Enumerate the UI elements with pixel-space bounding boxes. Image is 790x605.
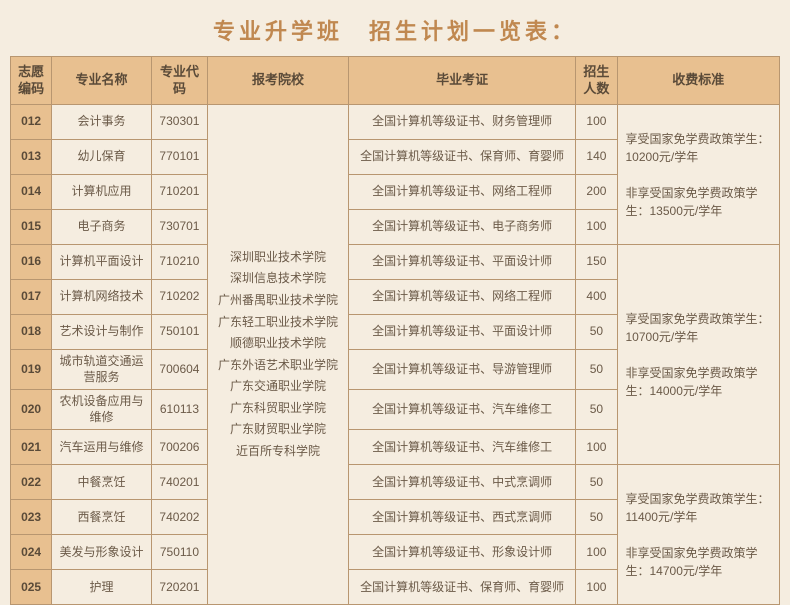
cell-name: 艺术设计与制作: [52, 315, 152, 350]
cell-num: 50: [576, 315, 617, 350]
cell-cert: 全国计算机等级证书、汽车维修工: [348, 430, 575, 465]
cell-name: 计算机应用: [52, 175, 152, 210]
cell-num: 50: [576, 350, 617, 390]
cell-name: 电子商务: [52, 210, 152, 245]
cell-code: 024: [11, 535, 52, 570]
cell-fee: 享受国家免学费政策学生：11400元/学年非享受国家免学费政策学生：14700元…: [617, 465, 780, 605]
cell-major: 710202: [151, 280, 207, 315]
cell-fee: 享受国家免学费政策学生：10700元/学年非享受国家免学费政策学生：14000元…: [617, 245, 780, 465]
cell-num: 200: [576, 175, 617, 210]
header-school: 报考院校: [208, 57, 349, 105]
cell-major: 750101: [151, 315, 207, 350]
cell-code: 025: [11, 570, 52, 605]
table-row: 016计算机平面设计710210全国计算机等级证书、平面设计师150享受国家免学…: [11, 245, 780, 280]
cell-name: 城市轨道交通运营服务: [52, 350, 152, 390]
cell-num: 100: [576, 105, 617, 140]
cell-code: 023: [11, 500, 52, 535]
header-fee: 收费标准: [617, 57, 780, 105]
cell-cert: 全国计算机等级证书、财务管理师: [348, 105, 575, 140]
page-title: 专业升学班 招生计划一览表：: [10, 8, 780, 56]
header-name: 专业名称: [52, 57, 152, 105]
cell-num: 150: [576, 245, 617, 280]
cell-code: 016: [11, 245, 52, 280]
cell-major: 750110: [151, 535, 207, 570]
cell-num: 100: [576, 430, 617, 465]
cell-cert: 全国计算机等级证书、网络工程师: [348, 280, 575, 315]
table-row: 022中餐烹饪740201全国计算机等级证书、中式烹调师50享受国家免学费政策学…: [11, 465, 780, 500]
enrollment-table: 志愿编码 专业名称 专业代码 报考院校 毕业考证 招生人数 收费标准 012会计…: [10, 56, 780, 605]
cell-code: 022: [11, 465, 52, 500]
cell-major: 710201: [151, 175, 207, 210]
cell-major: 730301: [151, 105, 207, 140]
cell-name: 汽车运用与维修: [52, 430, 152, 465]
cell-name: 计算机网络技术: [52, 280, 152, 315]
table-header-row: 志愿编码 专业名称 专业代码 报考院校 毕业考证 招生人数 收费标准: [11, 57, 780, 105]
cell-name: 西餐烹饪: [52, 500, 152, 535]
cell-cert: 全国计算机等级证书、西式烹调师: [348, 500, 575, 535]
cell-code: 019: [11, 350, 52, 390]
cell-major: 730701: [151, 210, 207, 245]
header-code: 志愿编码: [11, 57, 52, 105]
cell-code: 021: [11, 430, 52, 465]
cell-schools: 深圳职业技术学院深圳信息技术学院广州番禺职业技术学院广东轻工职业技术学院顺德职业…: [208, 105, 349, 605]
cell-code: 015: [11, 210, 52, 245]
cell-code: 017: [11, 280, 52, 315]
cell-code: 018: [11, 315, 52, 350]
cell-name: 幼儿保育: [52, 140, 152, 175]
cell-code: 012: [11, 105, 52, 140]
cell-cert: 全国计算机等级证书、导游管理师: [348, 350, 575, 390]
cell-name: 护理: [52, 570, 152, 605]
cell-major: 610113: [151, 390, 207, 430]
cell-cert: 全国计算机等级证书、保育师、育婴师: [348, 140, 575, 175]
cell-cert: 全国计算机等级证书、电子商务师: [348, 210, 575, 245]
cell-num: 400: [576, 280, 617, 315]
cell-cert: 全国计算机等级证书、平面设计师: [348, 315, 575, 350]
cell-fee: 享受国家免学费政策学生：10200元/学年非享受国家免学费政策学生：13500元…: [617, 105, 780, 245]
cell-num: 50: [576, 390, 617, 430]
cell-name: 美发与形象设计: [52, 535, 152, 570]
cell-num: 100: [576, 570, 617, 605]
header-cert: 毕业考证: [348, 57, 575, 105]
cell-cert: 全国计算机等级证书、形象设计师: [348, 535, 575, 570]
cell-major: 700604: [151, 350, 207, 390]
cell-cert: 全国计算机等级证书、中式烹调师: [348, 465, 575, 500]
cell-code: 013: [11, 140, 52, 175]
cell-cert: 全国计算机等级证书、平面设计师: [348, 245, 575, 280]
cell-name: 会计事务: [52, 105, 152, 140]
cell-cert: 全国计算机等级证书、保育师、育婴师: [348, 570, 575, 605]
cell-major: 770101: [151, 140, 207, 175]
cell-major: 710210: [151, 245, 207, 280]
cell-cert: 全国计算机等级证书、网络工程师: [348, 175, 575, 210]
cell-name: 计算机平面设计: [52, 245, 152, 280]
cell-num: 50: [576, 465, 617, 500]
cell-name: 农机设备应用与维修: [52, 390, 152, 430]
table-row: 012会计事务730301深圳职业技术学院深圳信息技术学院广州番禺职业技术学院广…: [11, 105, 780, 140]
header-major: 专业代码: [151, 57, 207, 105]
cell-major: 720201: [151, 570, 207, 605]
cell-major: 700206: [151, 430, 207, 465]
cell-num: 100: [576, 535, 617, 570]
cell-major: 740202: [151, 500, 207, 535]
cell-num: 140: [576, 140, 617, 175]
header-num: 招生人数: [576, 57, 617, 105]
cell-cert: 全国计算机等级证书、汽车维修工: [348, 390, 575, 430]
cell-num: 100: [576, 210, 617, 245]
cell-code: 014: [11, 175, 52, 210]
cell-code: 020: [11, 390, 52, 430]
cell-name: 中餐烹饪: [52, 465, 152, 500]
cell-major: 740201: [151, 465, 207, 500]
cell-num: 50: [576, 500, 617, 535]
